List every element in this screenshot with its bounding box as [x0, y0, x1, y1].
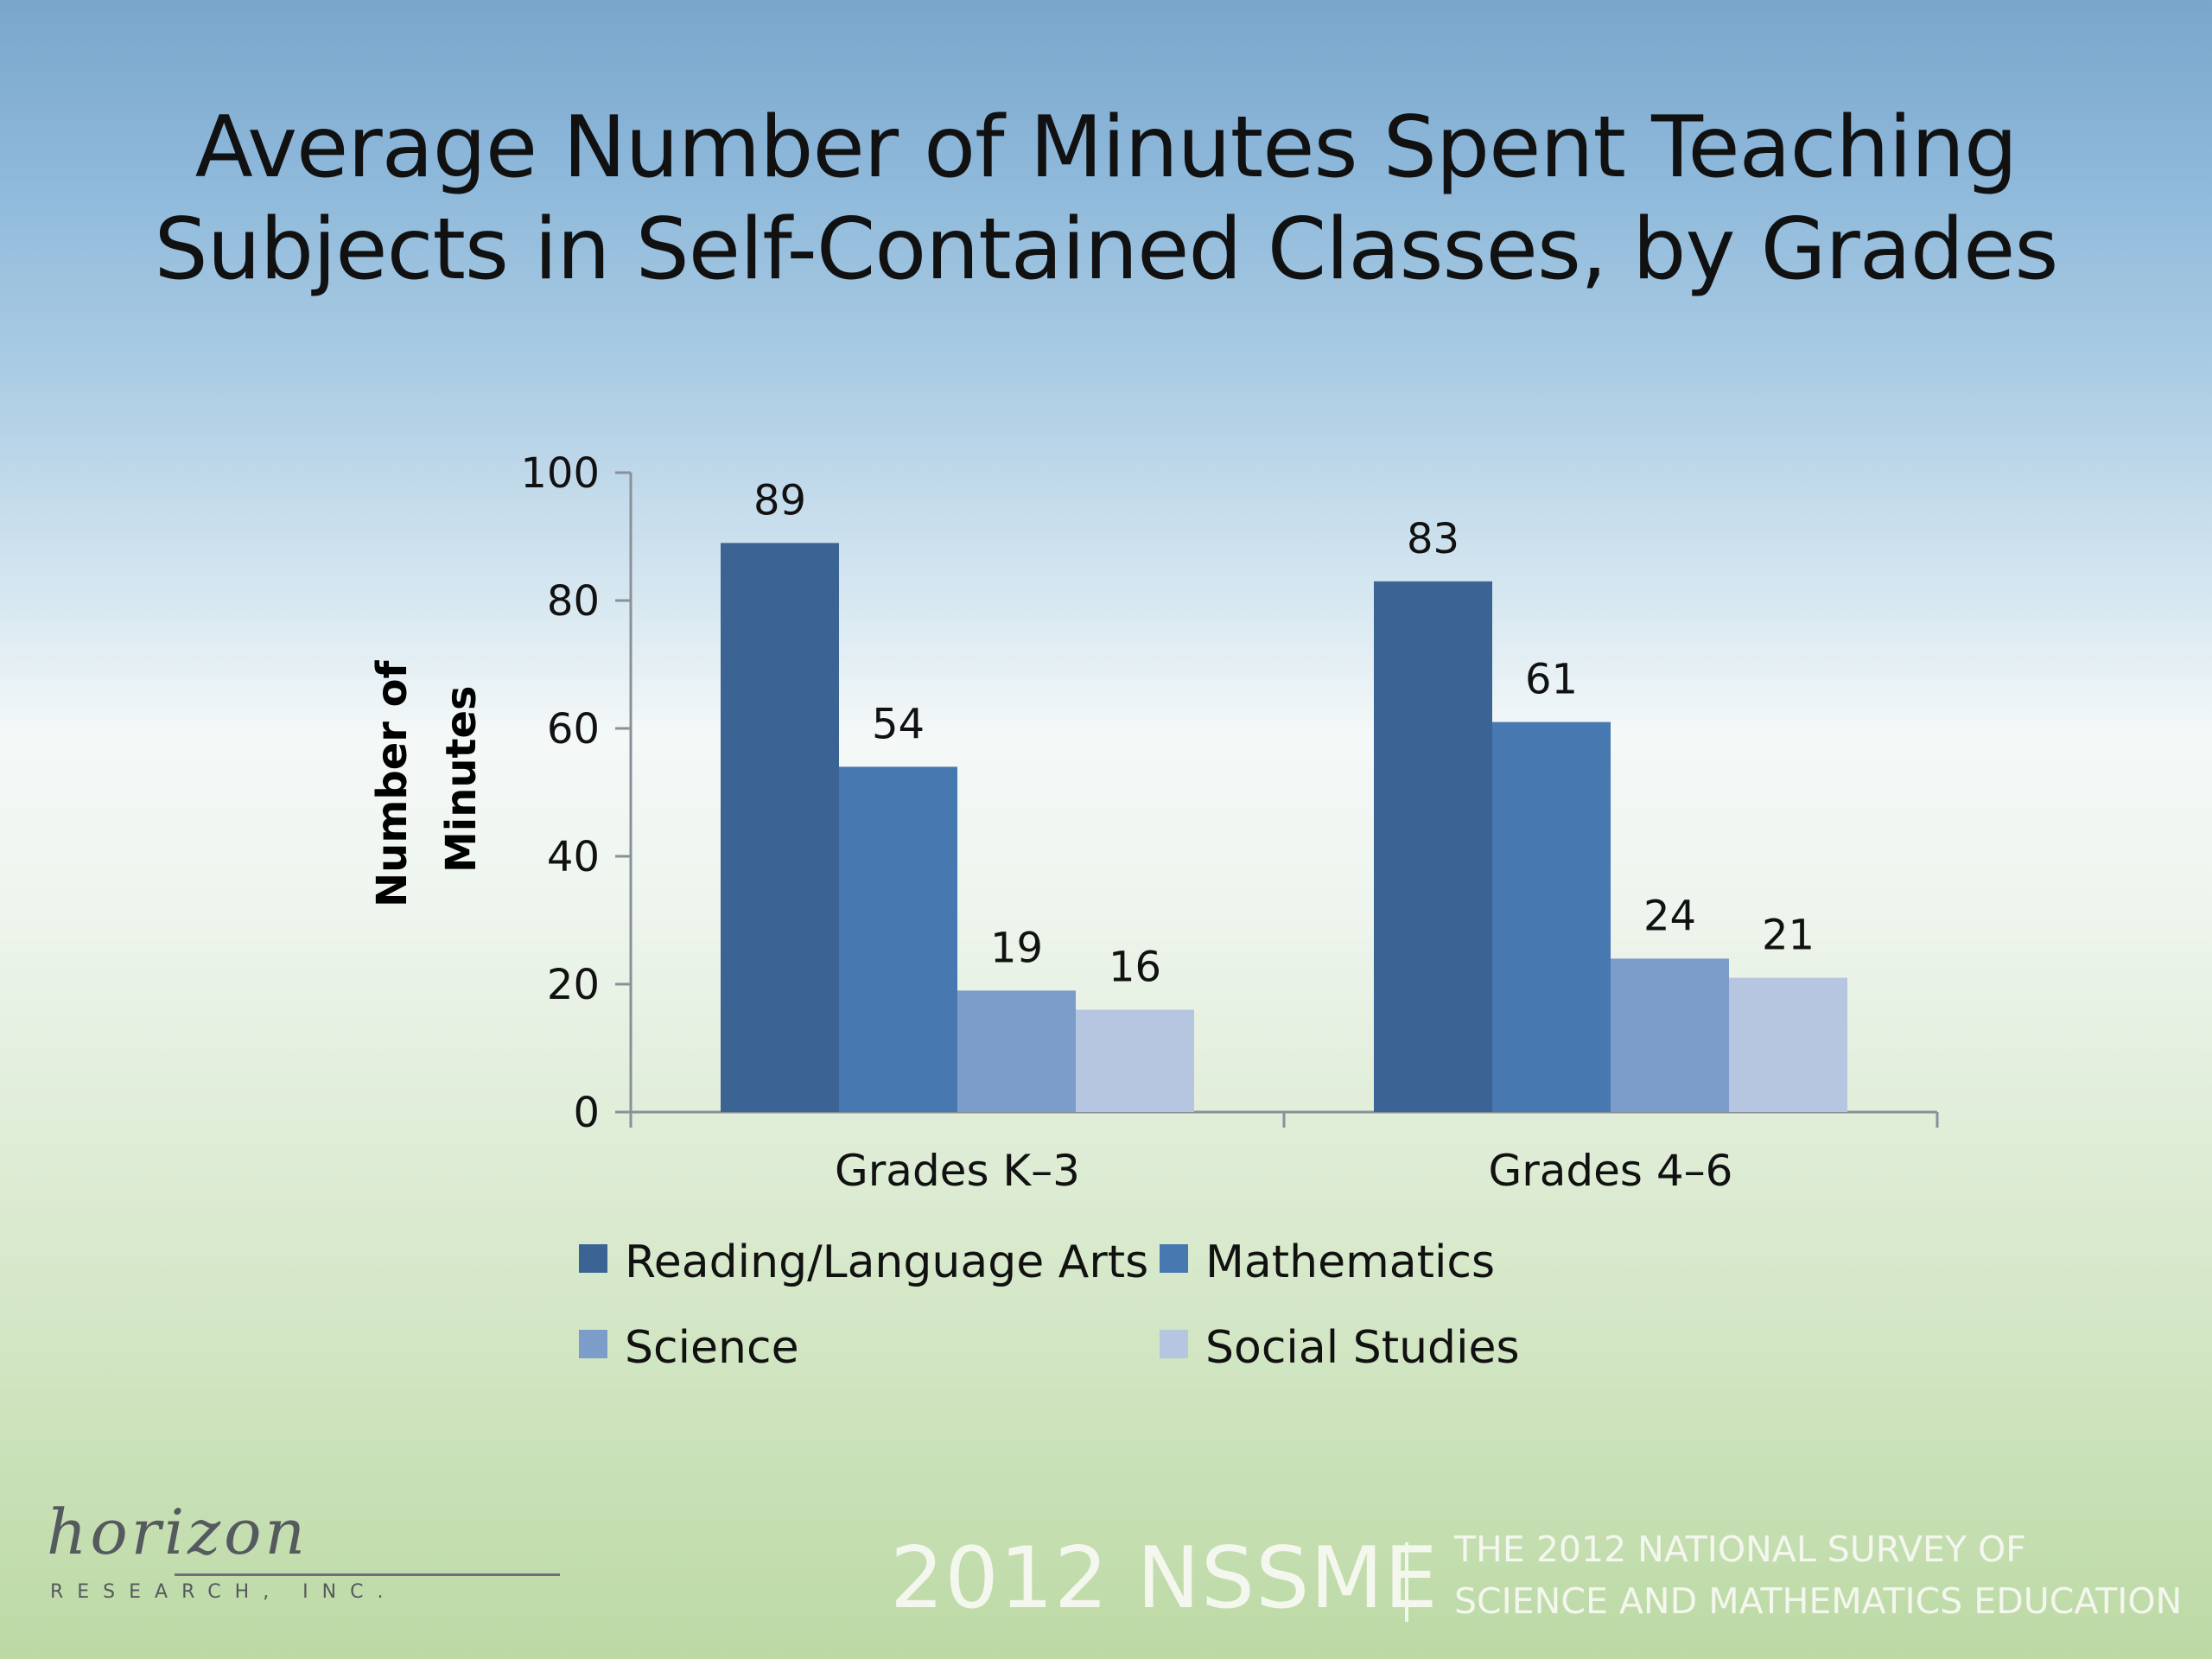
data-label: 61 — [1525, 656, 1578, 704]
footer-subtitle: THE 2012 NATIONAL SURVEY OF SCIENCE AND … — [1454, 1523, 2182, 1627]
bar — [721, 543, 839, 1112]
y-tick-label: 40 — [547, 833, 600, 881]
bar-chart: Number of Minutes 0 20 40 60 80 100 89 54 19 16 Gr… — [368, 449, 1939, 1374]
y-tick-label: 80 — [547, 577, 600, 626]
data-label: 24 — [1643, 892, 1696, 940]
legend-label: Mathematics — [1205, 1236, 1495, 1288]
bar — [957, 990, 1076, 1112]
legend-label: Science — [625, 1322, 799, 1374]
data-label: 16 — [1109, 944, 1161, 992]
slide-title-line1: Average Number of Minutes Spent Teaching — [194, 99, 2018, 197]
y-tick-label: 60 — [547, 705, 600, 753]
y-axis-title-line2: Minutes — [437, 685, 486, 873]
data-label: 19 — [990, 924, 1043, 972]
logo-script: horizon — [47, 1496, 308, 1568]
footer-brand: 2012 NSSME — [890, 1529, 1439, 1628]
y-tick-label: 0 — [573, 1089, 600, 1137]
bar — [1729, 977, 1847, 1112]
category-label: Grades 4–6 — [1488, 1146, 1732, 1196]
category-label: Grades K–3 — [835, 1146, 1080, 1196]
bar — [839, 766, 957, 1112]
data-label: 54 — [872, 700, 925, 748]
y-tick-label: 20 — [547, 961, 600, 1009]
footer-subtitle-line2: SCIENCE AND MATHEMATICS EDUCATION — [1454, 1580, 2183, 1622]
bar — [1492, 721, 1611, 1112]
data-label: 83 — [1407, 515, 1459, 563]
legend: Reading/Language Arts Mathematics Science S… — [579, 1236, 1520, 1374]
slide-title: Average Number of Minutes Spent Teaching… — [0, 97, 2212, 301]
logo-underline — [175, 1573, 560, 1576]
horizon-logo: horizon RESEARCH, INC. — [45, 1496, 560, 1603]
data-label: 21 — [1762, 912, 1815, 960]
y-axis-title: Number of Minutes — [368, 659, 486, 907]
legend-swatch — [1160, 1244, 1188, 1273]
footer-separator — [1405, 1542, 1408, 1622]
legend-swatch — [579, 1330, 607, 1358]
data-label: 89 — [753, 476, 806, 524]
y-axis-title-line1: Number of — [368, 659, 416, 907]
bar — [1374, 581, 1492, 1112]
footer-subtitle-line1: THE 2012 NATIONAL SURVEY OF — [1454, 1529, 2026, 1570]
bar — [1076, 1009, 1194, 1112]
plot-area: 0 20 40 60 80 100 89 54 19 16 Grades K–3 83 61 24 21 Gr… — [520, 449, 1939, 1196]
legend-label: Social Studies — [1205, 1322, 1520, 1374]
legend-swatch — [1160, 1330, 1188, 1358]
logo-subtitle: RESEARCH, INC. — [50, 1581, 397, 1603]
legend-swatch — [579, 1244, 607, 1273]
slide-title-line2: Subjects in Self-Contained Classes, by G… — [154, 200, 2059, 299]
legend-label: Reading/Language Arts — [625, 1236, 1148, 1288]
bar — [1611, 958, 1729, 1112]
y-tick-label: 100 — [520, 449, 600, 498]
